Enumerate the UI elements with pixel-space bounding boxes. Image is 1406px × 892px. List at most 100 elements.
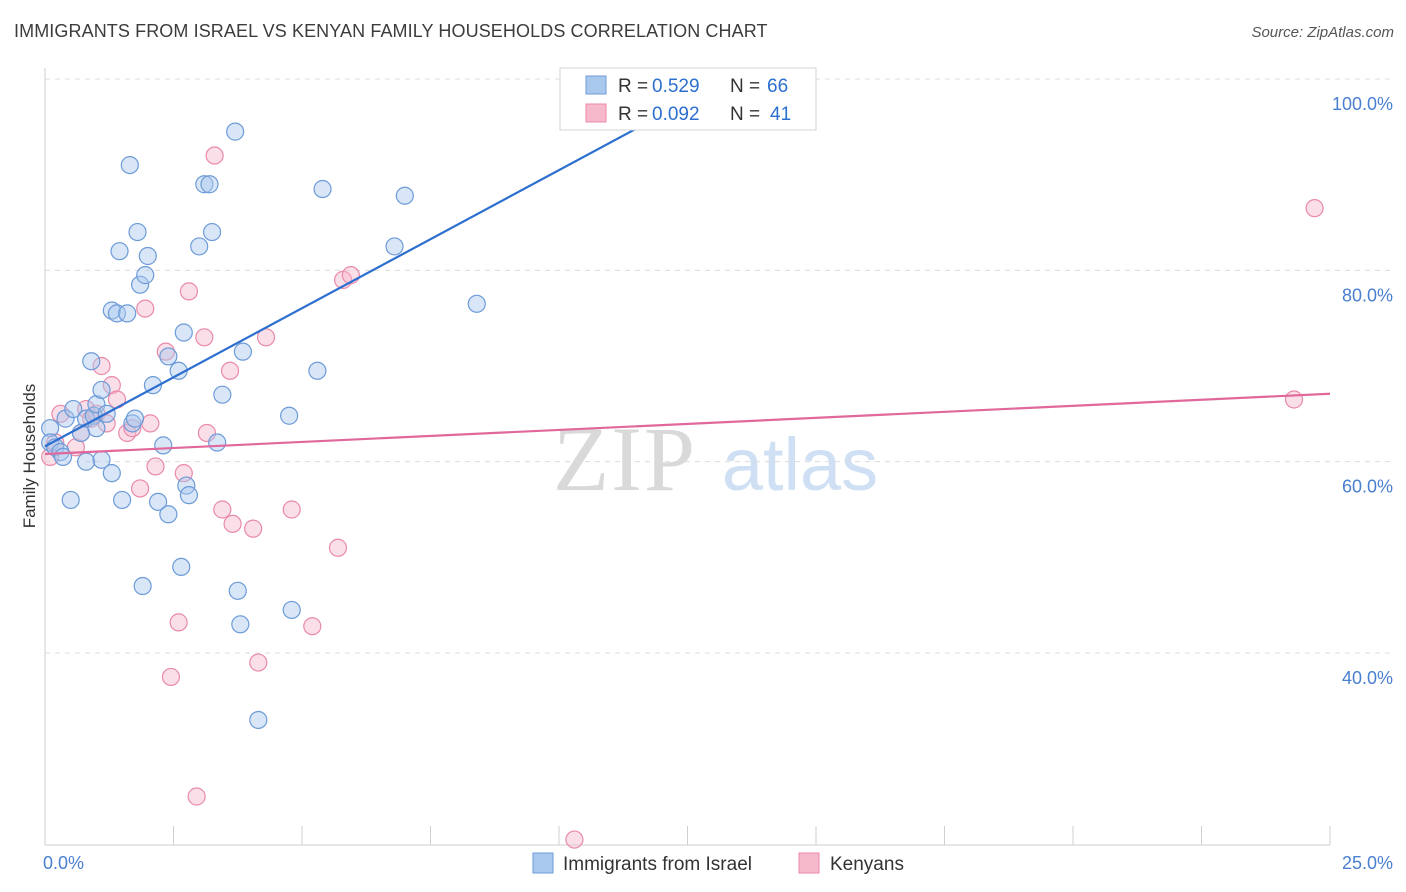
legend-swatch-israel bbox=[585, 75, 607, 95]
israel-point bbox=[102, 464, 121, 483]
watermark-atlas: atlas bbox=[722, 423, 878, 506]
israel-point bbox=[179, 486, 199, 505]
x-tick-label-max: 25.0% bbox=[1342, 853, 1393, 873]
israel-point bbox=[107, 304, 127, 323]
kenyans-point bbox=[303, 617, 322, 636]
israel-point bbox=[128, 222, 147, 242]
y-tick-label: 100.0% bbox=[1332, 94, 1393, 114]
israel-point bbox=[123, 414, 142, 433]
legend-r-value-kenyans: 0.092 bbox=[652, 104, 700, 125]
israel-point bbox=[56, 409, 75, 428]
israel-point bbox=[61, 490, 80, 510]
legend-n-label-kenyans: N = bbox=[730, 104, 765, 125]
israel-point bbox=[280, 406, 299, 425]
israel-point bbox=[112, 490, 132, 510]
kenyans-point bbox=[1284, 390, 1304, 409]
israel-point bbox=[125, 409, 145, 428]
legend-n-value-israel: 66 bbox=[767, 76, 788, 97]
kenyans-point bbox=[146, 457, 165, 476]
israel-point bbox=[143, 376, 163, 395]
x-tick-label-min: 0.0% bbox=[43, 853, 84, 873]
israel-point bbox=[231, 615, 250, 634]
y-tick-labels: 40.0% 60.0% 80.0% 100.0% bbox=[1332, 94, 1393, 688]
israel-point bbox=[313, 179, 332, 199]
kenyans-point bbox=[195, 328, 214, 347]
israel-point bbox=[233, 342, 252, 361]
gridlines bbox=[45, 78, 1392, 654]
israel-point bbox=[148, 492, 168, 511]
kenyans-point bbox=[187, 787, 206, 806]
israel-point bbox=[118, 304, 137, 323]
legend-r-value-israel: 0.529 bbox=[652, 76, 700, 97]
kenyans-point bbox=[249, 653, 268, 672]
legend-r-label-kenyans: R = bbox=[618, 104, 653, 125]
israel-point bbox=[82, 352, 101, 371]
kenyans-point bbox=[220, 361, 240, 380]
kenyans-point bbox=[92, 356, 111, 376]
bottom-legend-label-kenyans: Kenyans bbox=[830, 854, 904, 875]
y-tick-label: 40.0% bbox=[1342, 668, 1393, 688]
kenyans-point bbox=[565, 830, 584, 849]
watermark-zip: ZIP bbox=[553, 408, 697, 510]
kenyans-point bbox=[328, 538, 348, 557]
israel-point bbox=[159, 505, 178, 524]
legend-box: R = 0.529 N = 66 R = 0.092 N = 41 bbox=[559, 67, 817, 131]
kenyans-points bbox=[41, 146, 1324, 849]
israel-point bbox=[102, 301, 121, 320]
kenyans-point bbox=[136, 299, 155, 318]
israel-point bbox=[64, 399, 83, 419]
israel-point bbox=[308, 361, 327, 380]
kenyans-point bbox=[244, 519, 263, 538]
kenyans-point bbox=[1305, 199, 1324, 218]
kenyans-point bbox=[141, 414, 160, 433]
kenyans-point bbox=[169, 613, 188, 632]
israel-points bbox=[41, 69, 646, 730]
israel-point bbox=[208, 433, 227, 452]
israel-trend-line bbox=[44, 78, 730, 448]
israel-point bbox=[77, 452, 96, 471]
israel-point bbox=[200, 175, 219, 194]
bottom-legend: Immigrants from Israel Kenyans bbox=[532, 852, 904, 875]
y-axis-label: Family Households bbox=[20, 384, 39, 529]
kenyans-point bbox=[161, 667, 181, 687]
kenyans-point bbox=[213, 500, 232, 519]
legend-r-label-israel: R = bbox=[618, 76, 653, 97]
israel-point bbox=[282, 600, 301, 620]
source-credit: Source: ZipAtlas.com bbox=[1251, 24, 1394, 41]
y-tick-label: 80.0% bbox=[1342, 285, 1393, 305]
bottom-legend-swatch-israel bbox=[532, 852, 554, 874]
israel-point bbox=[120, 156, 139, 175]
israel-point bbox=[110, 242, 129, 261]
israel-point bbox=[202, 222, 222, 242]
kenyans-point bbox=[102, 376, 121, 395]
israel-point bbox=[174, 323, 193, 342]
israel-point bbox=[190, 237, 209, 256]
israel-point bbox=[41, 419, 60, 438]
israel-point bbox=[53, 447, 73, 466]
kenyans-point bbox=[156, 342, 175, 361]
kenyans-trend-line bbox=[44, 392, 1331, 456]
israel-point bbox=[138, 246, 157, 266]
israel-point bbox=[92, 380, 111, 400]
legend-n-value-kenyans: 41 bbox=[770, 104, 791, 125]
kenyans-point bbox=[205, 146, 224, 165]
legend-swatch-kenyans bbox=[585, 103, 607, 123]
israel-point bbox=[228, 581, 247, 600]
israel-point bbox=[213, 385, 232, 404]
israel-point bbox=[385, 237, 404, 256]
israel-point bbox=[226, 122, 245, 141]
y-tick-label: 60.0% bbox=[1342, 477, 1393, 497]
bottom-legend-label-israel: Immigrants from Israel bbox=[563, 854, 752, 875]
israel-point bbox=[395, 186, 414, 205]
legend-n-label-israel: N = bbox=[730, 76, 765, 97]
israel-point bbox=[133, 576, 152, 596]
israel-point bbox=[249, 710, 268, 730]
bottom-legend-swatch-kenyans bbox=[798, 852, 820, 874]
israel-point bbox=[136, 266, 155, 285]
israel-point bbox=[159, 347, 178, 366]
kenyans-point bbox=[282, 500, 301, 519]
israel-point bbox=[154, 436, 173, 455]
israel-point bbox=[130, 275, 150, 294]
chart-title: IMMIGRANTS FROM ISRAEL VS KENYAN FAMILY … bbox=[14, 21, 768, 41]
